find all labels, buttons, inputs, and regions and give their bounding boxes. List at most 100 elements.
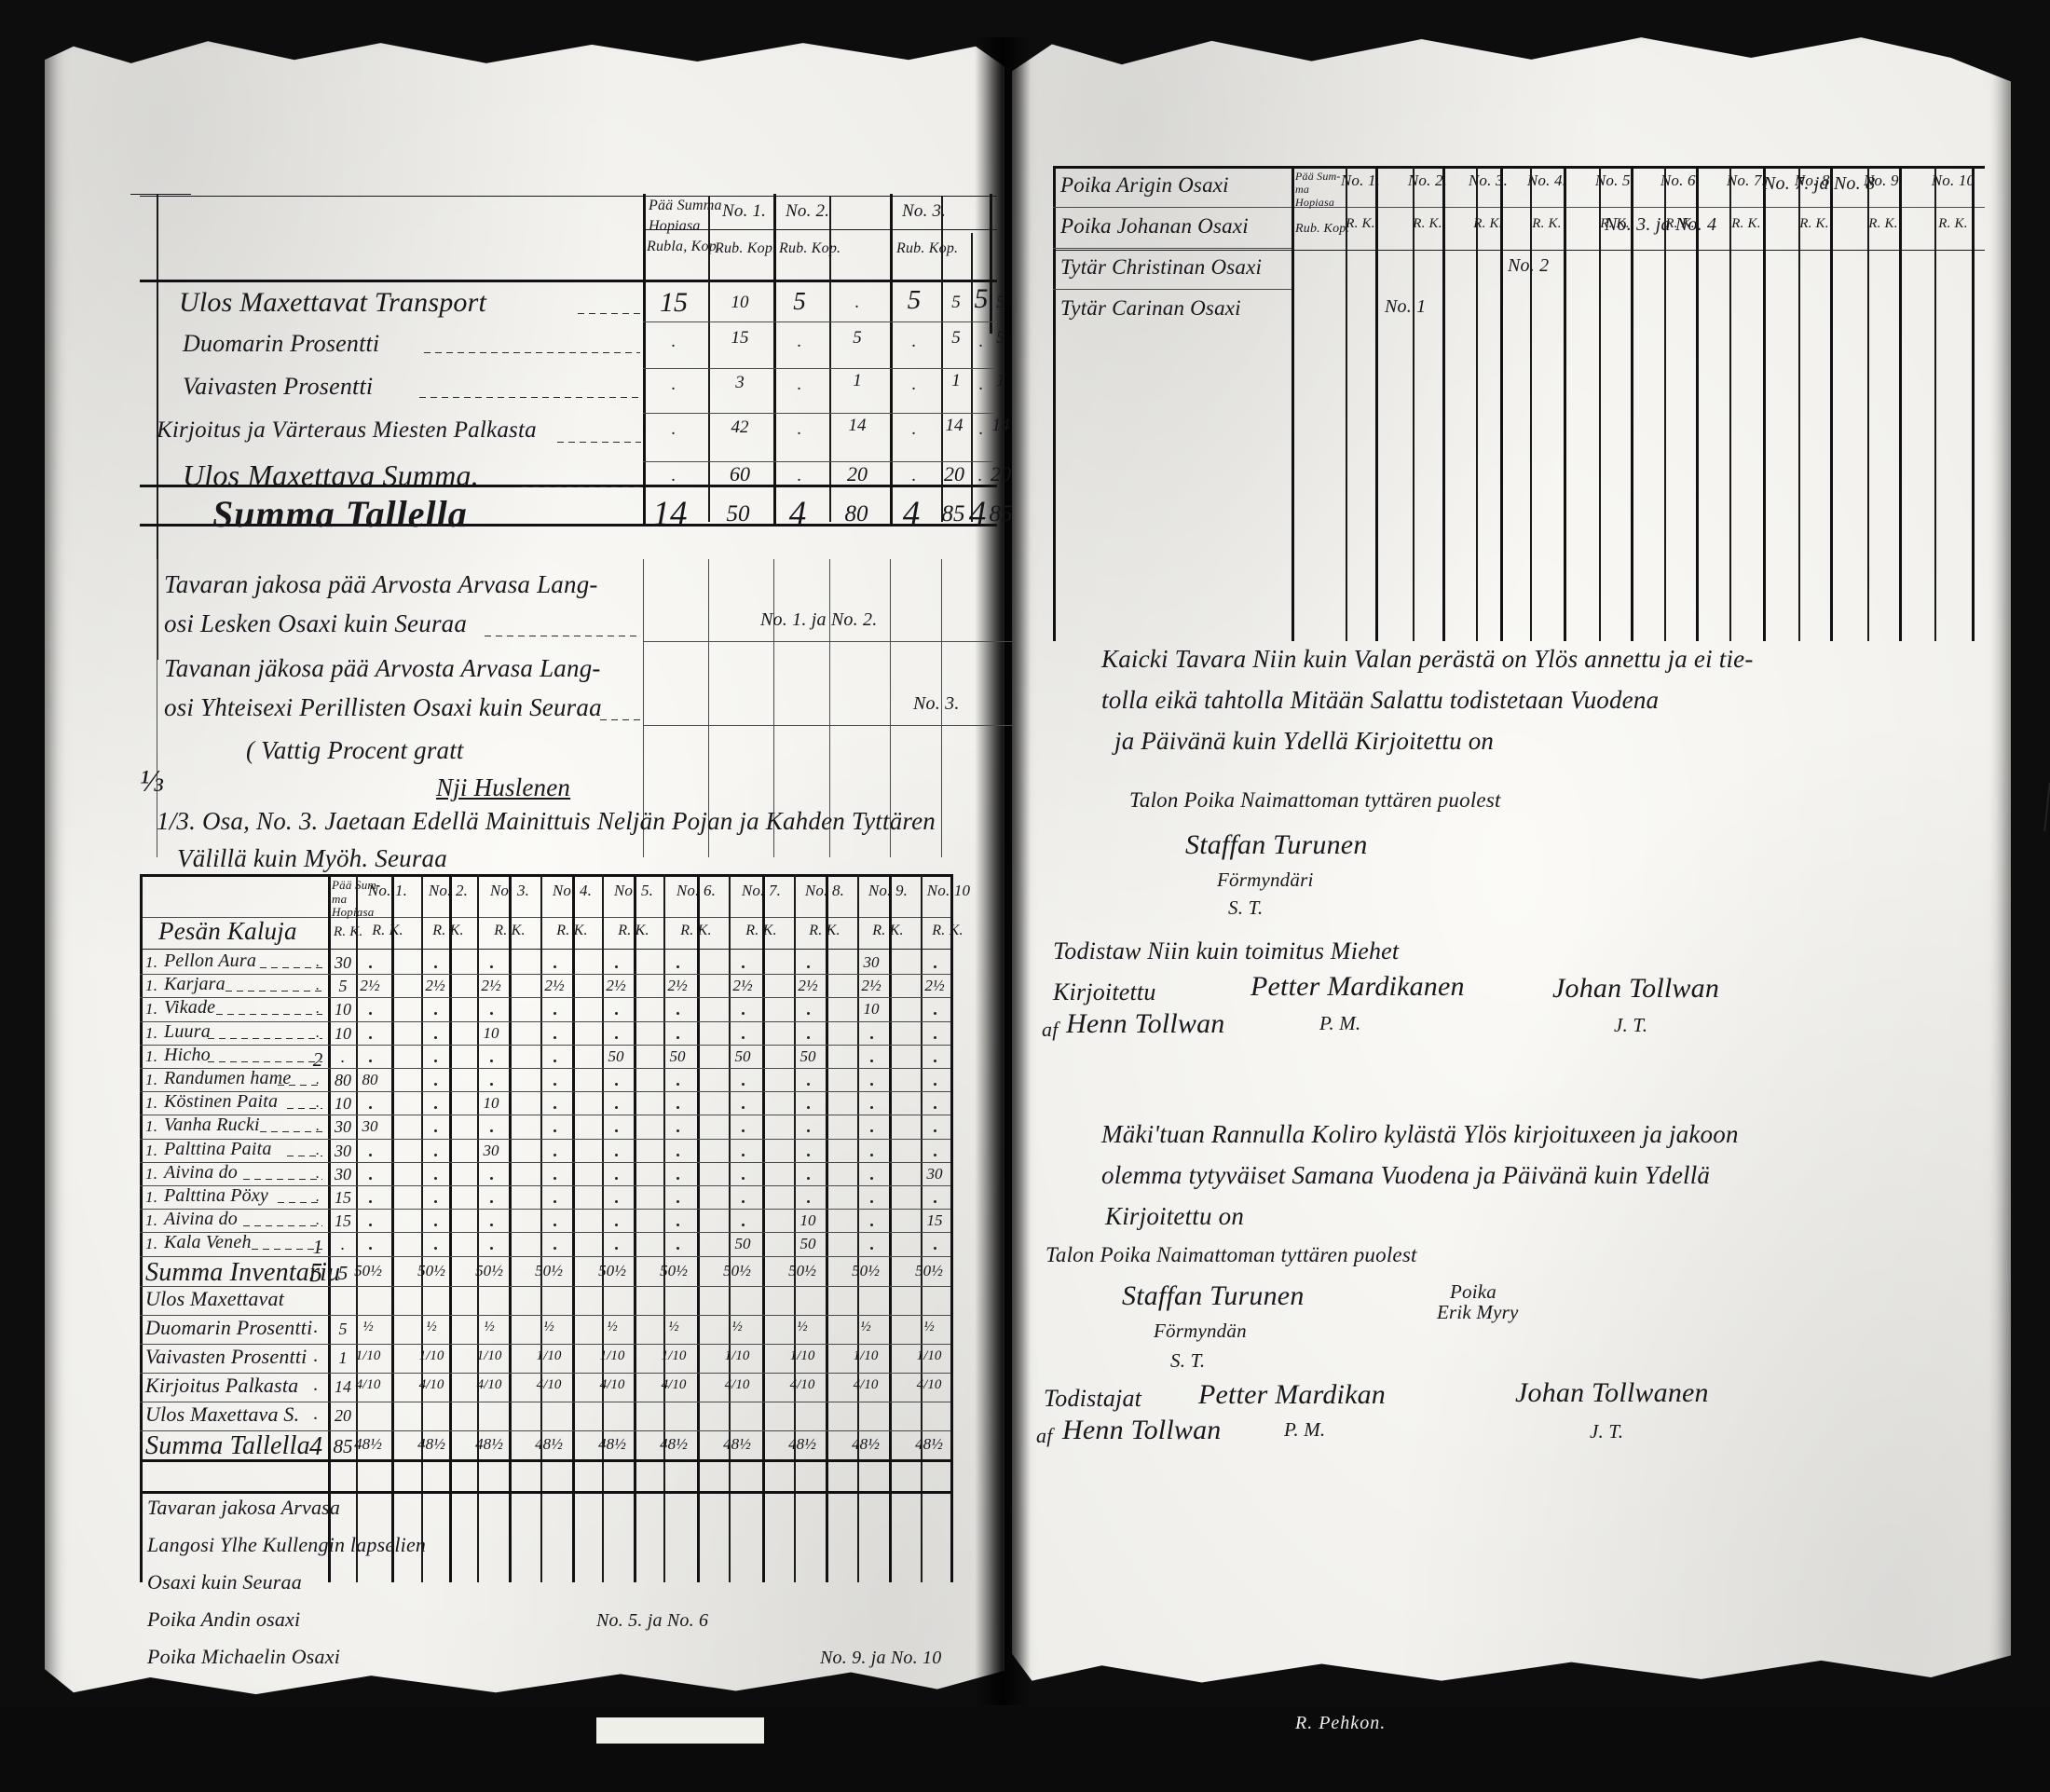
inv-cell-value: 2½ [481, 977, 501, 995]
inv-cell-empty-dot [807, 1012, 810, 1016]
inv-cell-empty-dot [676, 965, 679, 968]
inv-cell-empty-dot [490, 1059, 493, 1062]
inv-cell-empty-dot [434, 1200, 437, 1203]
inv-summary-cell: 1/10 [536, 1348, 562, 1363]
cell-transport-no2-rub: 5 [907, 285, 922, 315]
inv-cell-value: 80 [362, 1071, 378, 1088]
inv-summary-cell: 1/10 [853, 1348, 879, 1363]
attest1-sig-left-name: Staffan Turunen [1185, 829, 1368, 860]
cell-ulosmax-no3-kop: 20 [991, 462, 1011, 486]
cell-duomarin-no2-kop: 5 [951, 328, 961, 348]
inv-summary-label: Duomarin Prosentti [145, 1316, 313, 1339]
cell-vaivasten-no2-rub: . [911, 375, 917, 394]
inv-row-leader [225, 991, 322, 992]
inv-row-qty: 1. [145, 1235, 158, 1253]
inv-row-item: Pellon Aura [164, 951, 257, 971]
inv-summary-cell: 50½ [475, 1262, 503, 1279]
inv-cell-empty-dot [807, 965, 810, 968]
inv-row-main-rub: . [316, 978, 320, 994]
witness2-initials2: J. T. [1590, 1420, 1624, 1443]
inv-cell-value: 15 [926, 1211, 943, 1230]
inv-cell-empty-dot [554, 1247, 556, 1251]
inv-cell-empty-dot [369, 1176, 372, 1180]
inv-cell-value: 50 [734, 1046, 751, 1065]
inv-row-main-kop: 10 [335, 1023, 351, 1043]
header-main-sum-line1: Pää Summa [649, 198, 722, 213]
inv-cell-value: 30 [362, 1117, 378, 1136]
right-header-main-line4: Rub. Kop. [1295, 222, 1350, 236]
inv-cell-empty-dot [870, 1176, 873, 1180]
witness1-initials2: J. T. [1614, 1014, 1648, 1036]
inv-cell-empty-dot [490, 1129, 493, 1133]
inv-row-item: Karjara [164, 974, 226, 995]
witness2-name2: Johan Tollwanen [1515, 1377, 1709, 1408]
inv-row-rule [140, 1161, 950, 1163]
right-inv-header-col-2: No. 2. [1407, 171, 1448, 189]
cell-ulosmax-no1-kop: 20 [847, 462, 868, 486]
attest2-sig-left-name: Staffan Turunen [1122, 1280, 1305, 1311]
inv-cell-value: 50 [669, 1046, 686, 1065]
left-inventory-table: Pää Sum- ma Hopiasa R. K. No. 1. R. K. N… [0, 0, 1034, 1733]
inv-summary-main-kop: 85 [333, 1435, 353, 1457]
inv-cell-empty-dot [676, 1106, 679, 1110]
book-gutter-shadow [975, 37, 1031, 1705]
inv-cell-empty-dot [554, 1012, 556, 1016]
inv-footer-line5: Poika Michaelin Osaxi [147, 1645, 341, 1668]
cell-duomarin-main-rub: . [671, 332, 676, 351]
cell-ulosmax-main-kop: 60 [730, 462, 750, 486]
inv-summary-main-rub: . [313, 1375, 319, 1395]
inventory-table-title: Pesän Kaluja [158, 917, 297, 945]
inv-cell-empty-dot [934, 1059, 936, 1062]
right-inv-header-col-4: No. 4. [1526, 171, 1567, 189]
inv-summary-cell: 50½ [354, 1262, 382, 1279]
inv-summary-cell: 1/10 [916, 1348, 942, 1363]
inv-summary-main-kop: 5 [338, 1320, 348, 1338]
inv-row-main-rub: . [316, 1095, 320, 1112]
inv-header-no6-sub: R. K. [680, 923, 712, 938]
inv-cell-empty-dot [554, 965, 556, 968]
right-inv-header-col-3: No. 3. [1468, 171, 1509, 189]
row-label-transport: Ulos Maxettavat Transport [179, 287, 487, 318]
right-inv-header-col-1-sub: R. K. [1346, 216, 1375, 231]
inv-summary-cell: ½ [543, 1320, 554, 1334]
header-main-sum-line3: Rubla, Kop. [647, 239, 721, 254]
cell-total-no1-kop: 80 [844, 501, 868, 527]
cell-transport-no3-kop: 5 [996, 293, 1005, 312]
inv-cell-empty-dot [490, 1247, 493, 1251]
cell-total-main-kop: 50 [726, 501, 750, 527]
cell-ulosmax-no2-rub: . [911, 466, 917, 486]
inv-row-leader [242, 1225, 322, 1227]
inv-summary-cell: 1/10 [599, 1348, 625, 1363]
inv-cell-empty-dot [369, 965, 372, 968]
cell-total-no2-rub: 4 [902, 495, 921, 533]
inv-cell-empty-dot [676, 1153, 679, 1156]
film-code-label: R. Pehkon. [1295, 1713, 1387, 1733]
inv-cell-value: 2½ [544, 977, 565, 995]
scan-bottom-bar [0, 1706, 2050, 1792]
cell-vaivasten-no1-kop: 1 [853, 371, 862, 390]
inv-footer-line1: Tavaran jakosa Arvasa [147, 1496, 341, 1519]
row-label-duomarin-prosentti: Duomarin Prosentti [183, 330, 380, 357]
inv-row-main-rub: . [316, 1072, 320, 1088]
inv-cell-empty-dot [807, 1083, 810, 1086]
attest2-sig-left-extra-role: Poika [1450, 1280, 1496, 1303]
inv-summary-cell: 50½ [915, 1262, 943, 1279]
right-inv-header-col-2-sub: R. K. [1413, 216, 1442, 231]
row-label-ulos-maxettava-summa: Ulos Maxettava Summa. [183, 458, 479, 492]
cell-ulosmax-main-rub: . [671, 466, 676, 486]
inv-summary-rule [140, 1430, 950, 1431]
inv-cell-empty-dot [870, 1224, 873, 1227]
inv-row-item: Kala Veneh [164, 1232, 252, 1253]
witness1-name3: Henn Tollwan [1066, 1008, 1225, 1039]
inv-cell-empty-dot [870, 1106, 873, 1110]
inv-cell-empty-dot [615, 965, 618, 968]
cell-kirjoitus-main-kop: 42 [731, 417, 749, 437]
inv-summary-cell: ½ [797, 1320, 808, 1334]
witness2-line3-prefix: af [1036, 1424, 1053, 1447]
inv-cell-empty-dot [742, 1035, 745, 1039]
witness2-initials1: P. M. [1284, 1418, 1326, 1441]
inv-row-leader [216, 1014, 322, 1016]
right-header-main-line2: ma [1295, 183, 1310, 196]
inv-cell-empty-dot [434, 965, 437, 968]
